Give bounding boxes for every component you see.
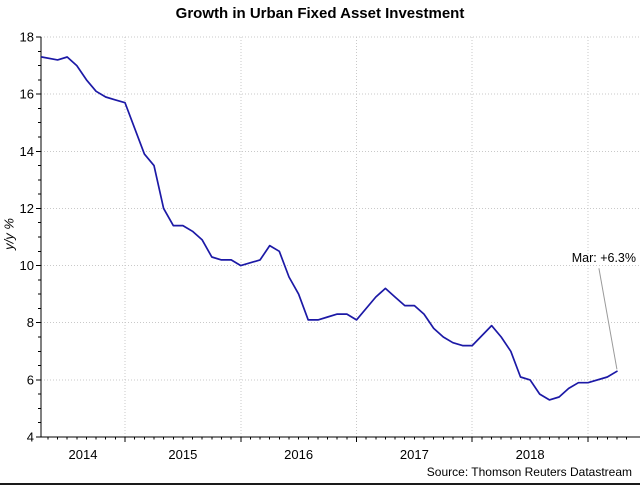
y-axis-ticks — [36, 36, 41, 438]
x-tick-label: 2016 — [284, 447, 313, 462]
x-tick-label: 2018 — [516, 447, 545, 462]
x-tick-label: 2014 — [69, 447, 98, 462]
y-tick-label: 12 — [20, 201, 34, 216]
y-tick-label: 10 — [20, 258, 34, 273]
x-tick-label: 2017 — [400, 447, 429, 462]
annotation-leader-line — [598, 268, 618, 370]
x-tick-labels: 2014 2015 2016 2017 2018 — [69, 447, 545, 462]
y-tick-label: 6 — [27, 372, 34, 387]
source-label: Source: Thomson Reuters Datastream — [426, 465, 632, 479]
y-tick-label: 18 — [20, 30, 34, 45]
x-tick-label: 2015 — [168, 447, 197, 462]
y-tick-labels: 18 16 14 12 10 8 6 4 — [20, 30, 34, 445]
y-tick-label: 4 — [27, 430, 34, 445]
data-line-series — [40, 56, 618, 401]
y-tick-label: 16 — [20, 87, 34, 102]
y-tick-label: 8 — [27, 315, 34, 330]
x-axis-ticks — [47, 437, 628, 442]
grid-lines — [41, 36, 640, 437]
chart-title: Growth in Urban Fixed Asset Investment — [175, 5, 465, 22]
y-tick-label: 14 — [20, 144, 34, 159]
axes — [40, 37, 640, 438]
bottom-rule — [0, 483, 640, 485]
annotation-label: Mar: +6.3% — [571, 251, 636, 265]
